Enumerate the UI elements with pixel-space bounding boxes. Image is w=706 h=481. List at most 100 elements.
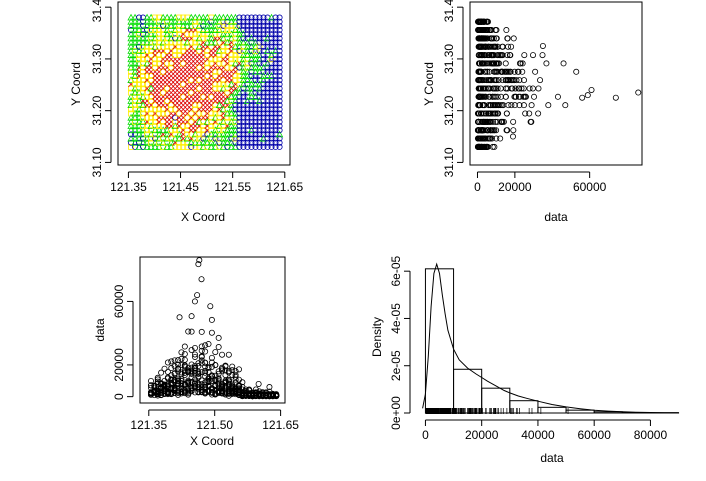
map-point <box>248 27 255 34</box>
histogram-x-tick-label: 60000 <box>578 428 612 442</box>
data-vs-y-point <box>476 93 483 100</box>
data-vs-y-point <box>477 118 484 125</box>
map-point <box>196 127 203 134</box>
map-y-tick-label: 31.10 <box>90 147 104 177</box>
map-point <box>131 72 139 79</box>
map-point <box>127 42 135 50</box>
data-vs-y-point <box>502 60 509 67</box>
map-point <box>219 30 228 38</box>
map-point <box>260 52 267 59</box>
map-point <box>227 122 236 129</box>
map-point <box>248 31 255 38</box>
data-vs-y-point <box>499 102 506 109</box>
map-point <box>244 31 251 38</box>
map-point <box>224 27 231 33</box>
map-point <box>184 131 191 138</box>
map-point <box>244 114 251 121</box>
map-point <box>243 51 252 58</box>
map-point <box>244 14 251 21</box>
map-point <box>268 139 275 146</box>
map-point <box>260 27 267 34</box>
map-point <box>220 48 227 54</box>
data-vs-y-point <box>493 35 500 42</box>
map-point <box>264 56 271 63</box>
map-point <box>207 38 215 46</box>
map-point <box>235 30 244 38</box>
map-point <box>211 130 220 138</box>
data-vs-y-point <box>489 110 496 117</box>
x-vs-data-point <box>219 351 226 358</box>
map-point <box>255 63 264 71</box>
map-point <box>220 77 227 84</box>
map-point <box>256 102 263 109</box>
data-vs-y-point <box>478 110 485 117</box>
map-point <box>276 123 283 130</box>
data-vs-y-point <box>475 77 482 84</box>
map-point <box>268 118 275 125</box>
map-point <box>228 135 235 142</box>
map-point <box>264 93 271 100</box>
map-point <box>244 60 251 67</box>
data-vs-y-point <box>535 85 542 92</box>
map-point <box>236 97 243 104</box>
map-point <box>131 34 139 42</box>
x-vs-data-point <box>202 373 209 380</box>
map-point <box>171 122 179 129</box>
map-point <box>207 34 215 42</box>
data-vs-y-point <box>573 68 580 75</box>
map-point <box>260 110 267 117</box>
x-vs-data-point <box>191 380 198 387</box>
data-vs-y-x-axis: 0 20000 60000 <box>474 171 607 194</box>
map-point <box>272 123 279 130</box>
x-vs-data-point <box>215 370 222 377</box>
map-point <box>260 102 267 109</box>
x-vs-data-point <box>255 380 262 387</box>
map-point <box>248 102 255 109</box>
map-point <box>272 143 279 150</box>
map-point <box>168 43 175 50</box>
map-point <box>184 123 191 129</box>
data-vs-y-point <box>530 52 537 59</box>
map-point <box>192 135 199 142</box>
x-vs-data-x-tick-label: 121.35 <box>130 418 167 432</box>
map-point <box>272 18 279 25</box>
map-point <box>176 139 183 146</box>
map-point <box>180 81 187 88</box>
map-point <box>127 55 135 63</box>
data-vs-y-point <box>510 118 517 125</box>
data-vs-y-x-tick-label: 0 <box>474 180 481 194</box>
x-vs-data-point <box>154 384 161 391</box>
map-point <box>192 18 199 25</box>
data-vs-y-point <box>483 127 490 134</box>
x-vs-data-point <box>266 384 273 391</box>
map-point <box>163 30 171 38</box>
map-point <box>272 77 279 84</box>
map-point <box>211 26 220 33</box>
data-vs-y-point <box>488 35 495 42</box>
map-point <box>252 102 259 109</box>
x-vs-data-point <box>191 376 198 383</box>
data-vs-y-point <box>476 52 483 59</box>
data-vs-y-point <box>476 127 483 134</box>
data-vs-y-point <box>504 85 511 92</box>
map-point <box>260 81 267 88</box>
map-point <box>272 102 279 109</box>
data-vs-y-y-tick-label: 31.30 <box>442 44 456 74</box>
map-point <box>183 134 191 142</box>
x-vs-data-point <box>252 386 259 393</box>
map-point <box>236 114 243 121</box>
map-point <box>247 42 256 50</box>
map-point <box>180 14 187 21</box>
map-point <box>263 72 272 79</box>
data-vs-y-point <box>488 60 495 67</box>
map-point <box>192 102 199 109</box>
map-point <box>252 48 259 54</box>
map-point <box>139 138 147 146</box>
map-point <box>179 17 187 25</box>
data-vs-y-point <box>539 42 546 49</box>
map-point <box>144 43 150 50</box>
map-point <box>239 72 248 79</box>
x-vs-data-point <box>207 303 214 310</box>
map-point <box>164 60 171 67</box>
x-vs-data-point <box>222 363 229 370</box>
